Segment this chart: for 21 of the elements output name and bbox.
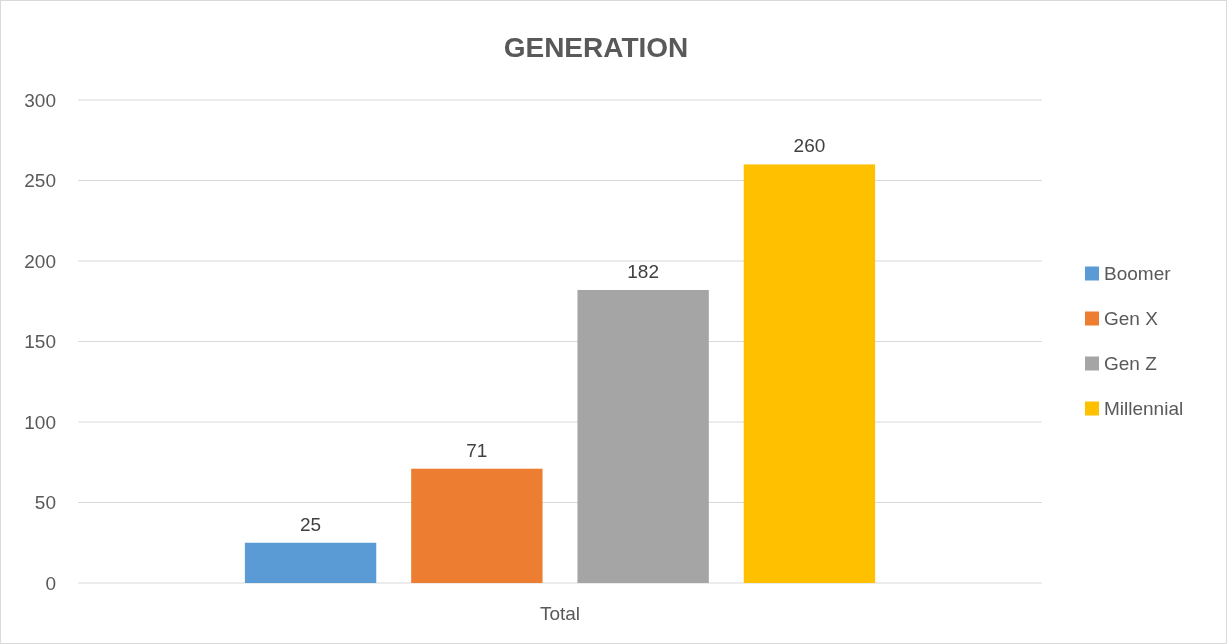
data-label: 182 bbox=[627, 260, 659, 282]
x-tick-label: Total bbox=[539, 603, 581, 624]
bar bbox=[244, 542, 377, 583]
y-tick-label: 150 bbox=[24, 331, 56, 353]
bar bbox=[743, 164, 876, 583]
chart-title: GENERATION bbox=[503, 32, 689, 63]
y-tick-label: 0 bbox=[45, 572, 56, 594]
legend-label: Gen X bbox=[1104, 308, 1159, 330]
legend-label: Millennial bbox=[1104, 398, 1184, 420]
y-tick-label: 300 bbox=[24, 89, 56, 111]
legend-label: Boomer bbox=[1104, 263, 1172, 285]
legend-label: Gen Z bbox=[1104, 353, 1158, 375]
data-label: 25 bbox=[299, 513, 322, 535]
y-tick-label: 100 bbox=[24, 411, 56, 433]
y-tick-label: 50 bbox=[34, 492, 56, 514]
y-tick-label: 250 bbox=[24, 170, 56, 192]
data-label: 71 bbox=[466, 439, 488, 461]
data-label: 260 bbox=[793, 135, 826, 157]
bar bbox=[577, 289, 709, 583]
y-tick-label: 200 bbox=[24, 250, 56, 272]
bar bbox=[411, 468, 543, 583]
